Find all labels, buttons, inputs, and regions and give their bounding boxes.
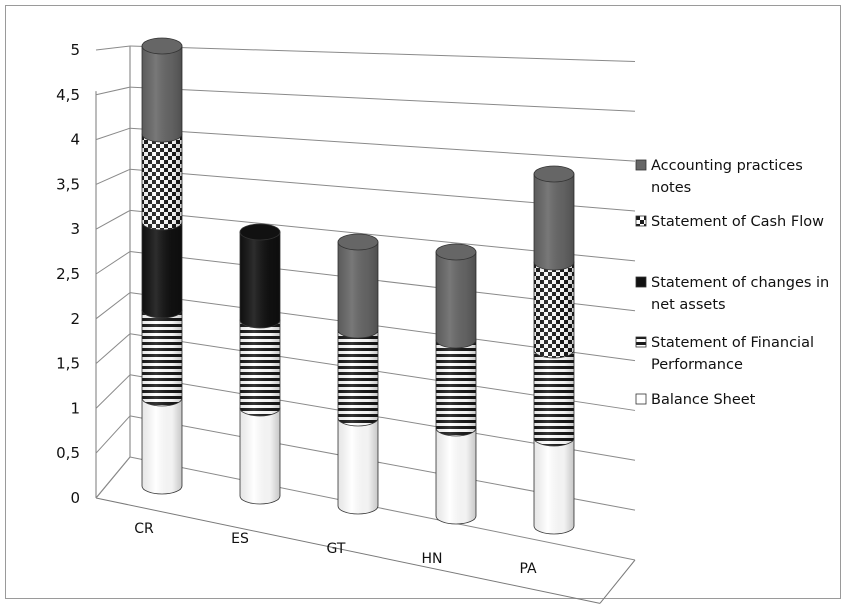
floor-right-edge	[599, 559, 636, 604]
cylinder-top-hn	[435, 243, 477, 261]
legend-label: Statement of changes in	[651, 275, 829, 291]
y-tick-label: 0	[70, 489, 80, 507]
y-tick-label: 0,5	[56, 444, 80, 462]
segment-shading	[436, 428, 476, 524]
y-tick-label: 5	[70, 41, 80, 59]
legend-swatch	[635, 276, 647, 288]
x-axis-labels: CR ES GT HN PA	[134, 521, 537, 577]
y-tick-label: 2,5	[56, 265, 80, 283]
legend-label: Performance	[651, 357, 743, 373]
cylinder-top-cr	[141, 37, 183, 55]
segment-shading	[534, 262, 574, 358]
segment-shading	[436, 340, 476, 436]
x-tick-label: PA	[519, 561, 537, 577]
gridline-side	[95, 374, 131, 409]
cylinder-es	[239, 223, 281, 505]
gridline-side	[95, 127, 131, 141]
gridline-side	[95, 251, 131, 275]
segment-shading	[534, 438, 574, 534]
chart-frame	[5, 5, 841, 599]
gridline	[129, 127, 636, 162]
segment-shading	[240, 320, 280, 416]
gridline-side	[95, 333, 131, 364]
floor-front-edge	[95, 497, 601, 604]
segment-shading	[338, 330, 378, 426]
cylinder-hn	[435, 243, 477, 525]
segment-shading	[240, 408, 280, 504]
cylinder-gt	[337, 233, 379, 515]
segment-shading	[534, 174, 574, 270]
y-tick-label: 2	[70, 310, 80, 328]
gridline-side	[95, 86, 131, 96]
segment-shading	[142, 398, 182, 494]
bars	[141, 37, 575, 535]
gridline-side	[95, 456, 131, 499]
gridline	[129, 456, 636, 561]
cylinder-top-es	[239, 223, 281, 241]
cylinder-top-pa	[533, 165, 575, 183]
legend-label: Statement of Financial	[651, 335, 814, 351]
legend-label: Statement of Cash Flow	[651, 214, 824, 230]
gridline-side	[95, 415, 131, 454]
cylinder-pa	[533, 165, 575, 535]
segment-shading	[142, 134, 182, 230]
legend-label: Balance Sheet	[651, 392, 756, 408]
x-tick-label: HN	[422, 551, 443, 567]
gridline-side	[95, 292, 131, 320]
legend-swatch	[635, 159, 647, 171]
gridline-side	[95, 209, 131, 230]
segment-shading	[534, 350, 574, 446]
cylinder-cr	[141, 37, 183, 495]
legend-label: notes	[651, 180, 691, 196]
gridline-side	[95, 45, 131, 51]
legend: Accounting practices notes Statement of Ca…	[635, 158, 829, 408]
x-tick-label: GT	[327, 541, 346, 557]
y-tick-label: 1,5	[56, 355, 80, 373]
segment-shading	[338, 242, 378, 338]
x-tick-label: ES	[231, 531, 249, 547]
segment-shading	[142, 222, 182, 318]
segment-shading	[142, 310, 182, 406]
segment-shading	[436, 252, 476, 348]
y-tick-label: 4,5	[56, 86, 80, 104]
legend-swatch	[635, 393, 647, 405]
gridline	[129, 45, 636, 62]
legend-label: net assets	[651, 297, 726, 313]
y-tick-label: 1	[70, 399, 80, 417]
segment-shading	[338, 418, 378, 514]
x-tick-label: CR	[134, 521, 154, 537]
legend-swatch	[635, 336, 647, 348]
segment-shading	[142, 46, 182, 142]
y-axis-ticks: 0 0,5 1 1,5 2 2,5 3 3,5 4 4,5 5	[56, 41, 80, 507]
y-tick-label: 3,5	[56, 175, 80, 193]
legend-swatch	[635, 215, 647, 227]
segment-shading	[240, 232, 280, 328]
legend-label: Accounting practices	[651, 158, 803, 174]
gridline-side	[95, 168, 131, 185]
gridline	[129, 86, 636, 112]
cylinder-top-gt	[337, 233, 379, 251]
y-tick-label: 4	[70, 131, 80, 149]
y-tick-label: 3	[70, 220, 80, 238]
